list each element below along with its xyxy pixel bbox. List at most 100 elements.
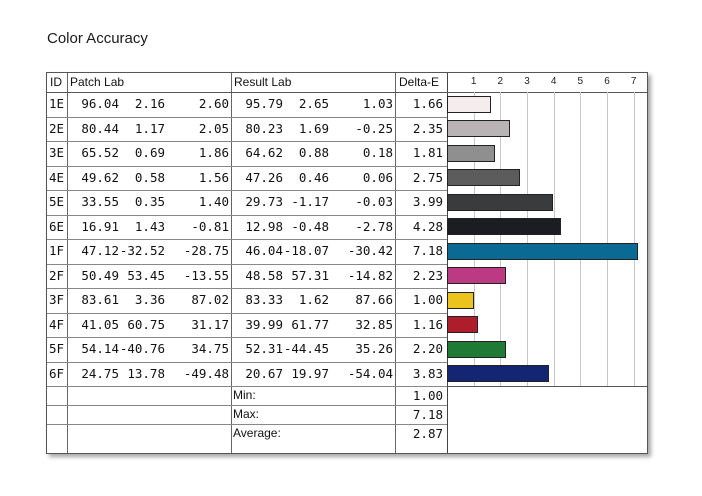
delta-e-bar <box>447 144 496 162</box>
summary-label: Average: <box>233 426 281 440</box>
row-divider <box>47 190 447 191</box>
column-divider <box>67 73 68 453</box>
delta-e-bar <box>447 267 507 284</box>
patch-lab-value: 1.86 <box>198 145 229 160</box>
delta-e-bar <box>447 291 474 309</box>
gridline <box>473 92 475 386</box>
row-id: 3F <box>49 292 65 307</box>
summary-label: Min: <box>233 388 256 402</box>
result-lab-value: 1.62 <box>298 292 329 307</box>
row-id: 2E <box>49 120 65 136</box>
delta-e-bar <box>447 316 478 333</box>
delta-e-value: 4.28 <box>412 218 443 234</box>
x-tick-label: 4 <box>550 76 557 87</box>
x-tick-label: 5 <box>577 76 584 87</box>
chart-title: Color Accuracy <box>47 30 148 47</box>
row-id: 1F <box>49 243 65 258</box>
summary-value: 2.87 <box>412 426 443 441</box>
patch-lab-value: -49.48 <box>183 365 229 381</box>
row-id: 5E <box>49 194 65 209</box>
chart-bottom-line <box>447 386 647 387</box>
row-divider <box>47 116 447 118</box>
patch-lab-value: 2.05 <box>198 120 229 136</box>
result-lab-value: -1.17 <box>291 194 329 209</box>
patch-lab-value: 0.58 <box>134 169 165 185</box>
result-lab-value: -30.42 <box>347 243 393 258</box>
patch-lab-value: 2.16 <box>134 96 165 111</box>
row-divider <box>47 239 447 240</box>
delta-e-value: 2.35 <box>412 120 443 136</box>
patch-lab-value: 47.12 <box>81 243 119 258</box>
result-lab-value: 1.69 <box>298 120 329 136</box>
patch-lab-value: 13.78 <box>127 365 165 381</box>
gridline <box>580 92 582 386</box>
column-divider <box>395 73 396 453</box>
result-lab-value: -2.78 <box>355 218 393 234</box>
patch-lab-value: 1.56 <box>198 169 229 185</box>
patch-lab-value: -28.75 <box>183 243 229 258</box>
result-lab-value: -0.03 <box>355 194 393 209</box>
result-lab-value: 61.77 <box>291 316 329 332</box>
result-lab-value: 0.18 <box>362 145 393 160</box>
result-lab-value: 64.62 <box>245 145 283 160</box>
patch-lab-value: -40.76 <box>119 341 165 356</box>
row-id: 3E <box>49 145 65 160</box>
result-lab-value: 87.66 <box>355 292 393 307</box>
row-divider <box>47 214 447 216</box>
patch-lab-value: 41.05 <box>81 316 119 332</box>
delta-e-bar <box>447 95 492 113</box>
row-id: 6E <box>49 218 65 234</box>
patch-lab-value: 0.35 <box>134 194 165 209</box>
result-lab-value: -0.25 <box>355 120 393 136</box>
result-lab-value: 52.31 <box>245 341 283 356</box>
column-divider <box>447 73 448 453</box>
gridline <box>527 92 528 386</box>
row-divider <box>47 386 447 387</box>
delta-e-bar <box>447 169 521 186</box>
delta-e-bar <box>447 193 554 211</box>
result-lab-value: 57.31 <box>291 267 329 283</box>
patch-lab-value: 80.44 <box>81 120 119 136</box>
result-lab-value: 39.99 <box>245 316 283 332</box>
summary-label: Max: <box>233 407 260 421</box>
result-lab-value: 12.98 <box>245 218 283 234</box>
header-divider <box>47 92 647 93</box>
patch-lab-value: 0.69 <box>134 145 165 160</box>
patch-lab-value: 1.17 <box>134 120 165 136</box>
result-lab-value: 95.79 <box>245 96 283 111</box>
row-divider <box>47 361 447 363</box>
result-lab-value: 35.26 <box>355 341 393 356</box>
result-lab-value: 47.26 <box>245 169 283 185</box>
header-patch-lab: Patch Lab <box>70 75 125 89</box>
result-lab-value: 1.03 <box>362 96 393 111</box>
patch-lab-value: 34.75 <box>191 341 229 356</box>
row-divider <box>47 165 447 167</box>
delta-e-value: 3.99 <box>412 194 443 209</box>
x-tick-label: 6 <box>604 76 610 87</box>
x-tick-label: 3 <box>524 76 530 87</box>
row-divider <box>47 288 447 289</box>
summary-divider <box>47 405 447 406</box>
patch-lab-value: 49.62 <box>81 169 119 185</box>
row-id: 2F <box>49 267 65 283</box>
patch-lab-value: 1.43 <box>134 218 165 234</box>
x-tick-label: 2 <box>497 76 504 87</box>
patch-lab-value: 53.45 <box>127 267 165 283</box>
patch-lab-value: -32.52 <box>119 243 165 258</box>
result-lab-value: 0.46 <box>298 169 329 185</box>
result-lab-value: 29.73 <box>245 194 283 209</box>
row-divider <box>47 141 447 142</box>
result-lab-value: 32.85 <box>355 316 393 332</box>
result-lab-value: -14.82 <box>347 267 393 283</box>
color-accuracy-table: ID Patch Lab Result Lab Delta-E 1 2 3 4 5 6 7 1E 96.… <box>46 72 648 454</box>
header-result-lab: Result Lab <box>234 75 292 89</box>
result-lab-value: 19.97 <box>291 365 329 381</box>
gridline <box>500 92 502 386</box>
patch-lab-value: 1.40 <box>198 194 229 209</box>
row-divider <box>47 312 447 314</box>
delta-e-value: 3.83 <box>412 365 443 381</box>
row-id: 4F <box>49 316 65 332</box>
delta-e-value: 1.00 <box>412 292 443 307</box>
summary-value: 1.00 <box>412 388 443 403</box>
row-id: 5F <box>49 341 65 356</box>
